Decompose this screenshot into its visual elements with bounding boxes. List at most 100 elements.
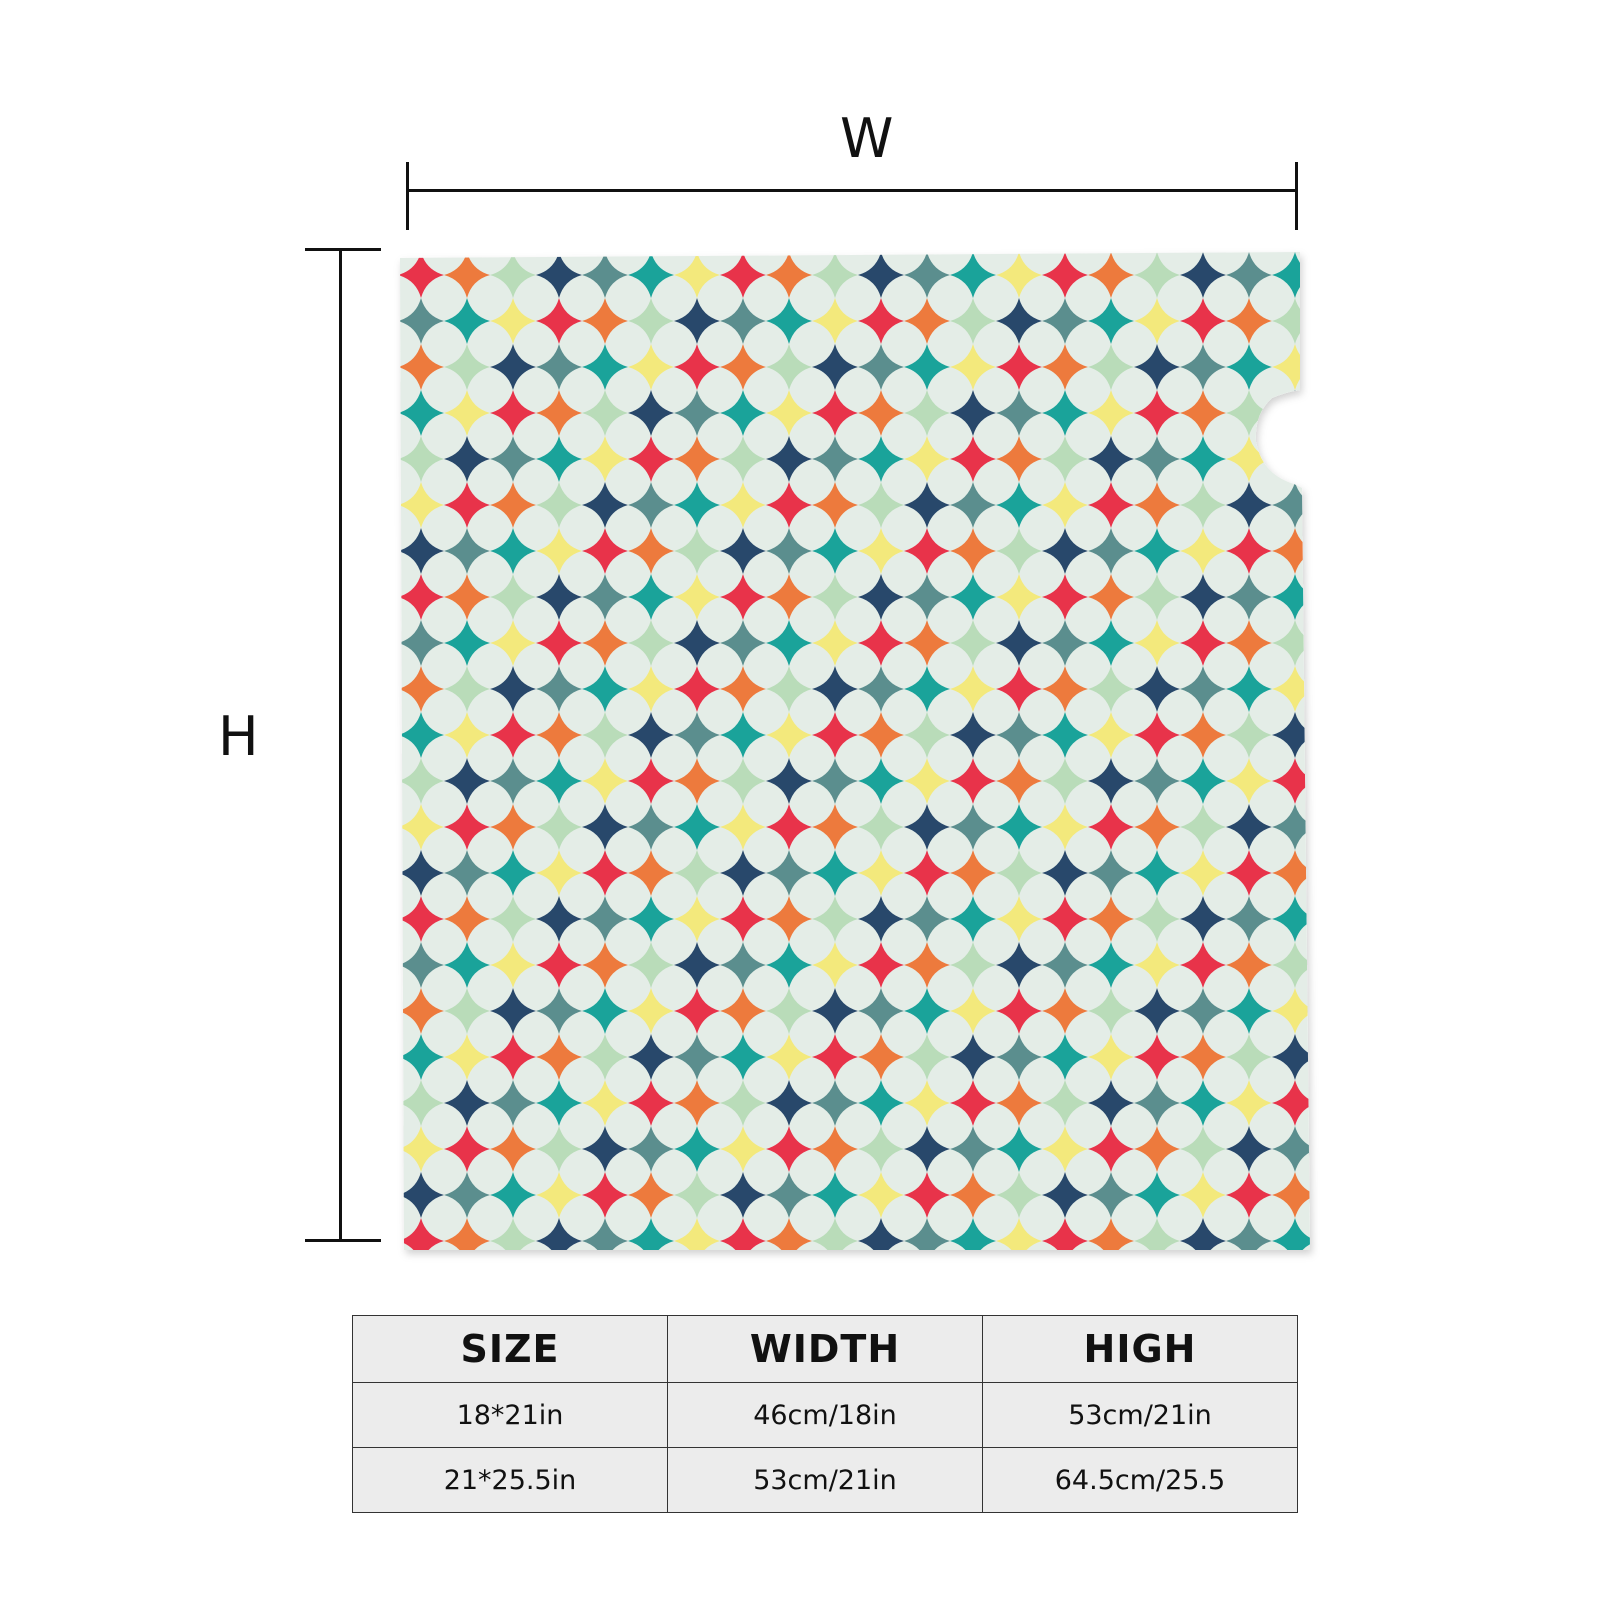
pattern-circle xyxy=(1156,320,1204,368)
pattern-star xyxy=(858,1218,904,1250)
pattern-star xyxy=(950,988,996,1034)
pattern-star xyxy=(1318,942,1364,988)
pattern-star xyxy=(812,758,858,804)
pattern-circle xyxy=(1156,458,1204,506)
pattern-circle xyxy=(880,550,928,598)
pattern-circle xyxy=(420,366,468,414)
pattern-star xyxy=(490,1264,536,1310)
pattern-star xyxy=(996,1172,1042,1218)
pattern-circle xyxy=(696,780,744,828)
pattern-star xyxy=(1272,1218,1310,1250)
pattern-star xyxy=(858,528,904,574)
pattern-star xyxy=(536,988,582,1034)
pattern-star xyxy=(1272,252,1310,298)
pattern-circle xyxy=(788,1102,836,1150)
pattern-circle xyxy=(788,1194,836,1242)
pattern-star xyxy=(490,712,536,758)
pattern-circle xyxy=(1156,596,1204,644)
pattern-star xyxy=(1134,988,1180,1034)
pattern-circle xyxy=(1110,826,1158,874)
pattern-star xyxy=(628,804,674,850)
pattern-star xyxy=(1088,896,1134,942)
pattern-circle xyxy=(329,183,376,230)
pattern-circle xyxy=(1202,1194,1250,1242)
pattern-circle xyxy=(1018,550,1066,598)
pattern-circle xyxy=(926,366,974,414)
pattern-star xyxy=(904,942,950,988)
pattern-circle xyxy=(1018,1194,1066,1242)
pattern-circle xyxy=(972,1102,1020,1150)
width-dimension-line xyxy=(408,189,1297,192)
pattern-circle xyxy=(788,504,836,552)
pattern-circle xyxy=(1248,550,1296,598)
pattern-star xyxy=(1180,482,1226,528)
pattern-star xyxy=(674,344,720,390)
pattern-star xyxy=(1134,758,1180,804)
pattern-star xyxy=(490,896,536,942)
pattern-circle xyxy=(1018,596,1066,644)
pattern-star xyxy=(1088,1172,1134,1218)
pattern-star xyxy=(352,298,398,344)
pattern-star xyxy=(536,344,582,390)
pattern-circle xyxy=(834,780,882,828)
pattern-circle xyxy=(880,826,928,874)
pattern-circle xyxy=(880,412,928,460)
pattern-star xyxy=(812,804,858,850)
pattern-star xyxy=(352,390,398,436)
pattern-circle xyxy=(742,412,790,460)
pattern-circle xyxy=(558,366,606,414)
pattern-circle xyxy=(558,918,606,966)
pattern-star xyxy=(1042,1172,1088,1218)
pattern-circle xyxy=(650,252,698,276)
pattern-star xyxy=(1318,666,1364,712)
pattern-star xyxy=(536,1126,582,1172)
pattern-circle xyxy=(1064,872,1112,920)
pattern-circle xyxy=(742,320,790,368)
pattern-circle xyxy=(1248,320,1296,368)
pattern-star xyxy=(1134,1172,1180,1218)
pattern-star xyxy=(812,1126,858,1172)
pattern-circle xyxy=(466,412,514,460)
pattern-circle xyxy=(696,412,744,460)
pattern-star xyxy=(720,436,766,482)
pattern-circle xyxy=(604,1102,652,1150)
pattern-circle xyxy=(558,320,606,368)
pattern-circle xyxy=(788,366,836,414)
pattern-circle xyxy=(1064,458,1112,506)
pattern-star xyxy=(720,528,766,574)
pattern-circle xyxy=(400,320,422,368)
pattern-circle xyxy=(400,826,422,874)
pattern-star xyxy=(1180,344,1226,390)
pattern-star xyxy=(1042,712,1088,758)
pattern-circle xyxy=(604,1056,652,1104)
pattern-star xyxy=(1042,482,1088,528)
pattern-circle xyxy=(650,320,698,368)
pattern-star xyxy=(950,1218,996,1250)
pattern-circle xyxy=(1110,1010,1158,1058)
pattern-circle xyxy=(1294,1102,1310,1150)
pattern-star xyxy=(674,988,720,1034)
pattern-star xyxy=(674,528,720,574)
pattern-star xyxy=(1318,574,1364,620)
pattern-circle xyxy=(1064,504,1112,552)
pattern-circle xyxy=(834,1102,882,1150)
pattern-star xyxy=(720,574,766,620)
pattern-circle xyxy=(1156,826,1204,874)
pattern-circle xyxy=(1248,964,1296,1012)
pattern-circle xyxy=(696,274,744,322)
pattern-star xyxy=(996,804,1042,850)
pattern-circle xyxy=(1202,688,1250,736)
pattern-circle xyxy=(329,505,376,552)
pattern-circle xyxy=(742,918,790,966)
pattern-star xyxy=(1226,436,1272,482)
pattern-circle xyxy=(466,734,514,782)
pattern-star xyxy=(950,390,996,436)
pattern-star xyxy=(766,804,812,850)
pattern-star xyxy=(490,390,536,436)
pattern-circle xyxy=(558,734,606,782)
pattern-circle xyxy=(972,1010,1020,1058)
pattern-circle xyxy=(1156,252,1204,276)
pattern-star xyxy=(950,206,996,252)
pattern-circle xyxy=(880,1148,928,1196)
pattern-star xyxy=(536,252,582,298)
